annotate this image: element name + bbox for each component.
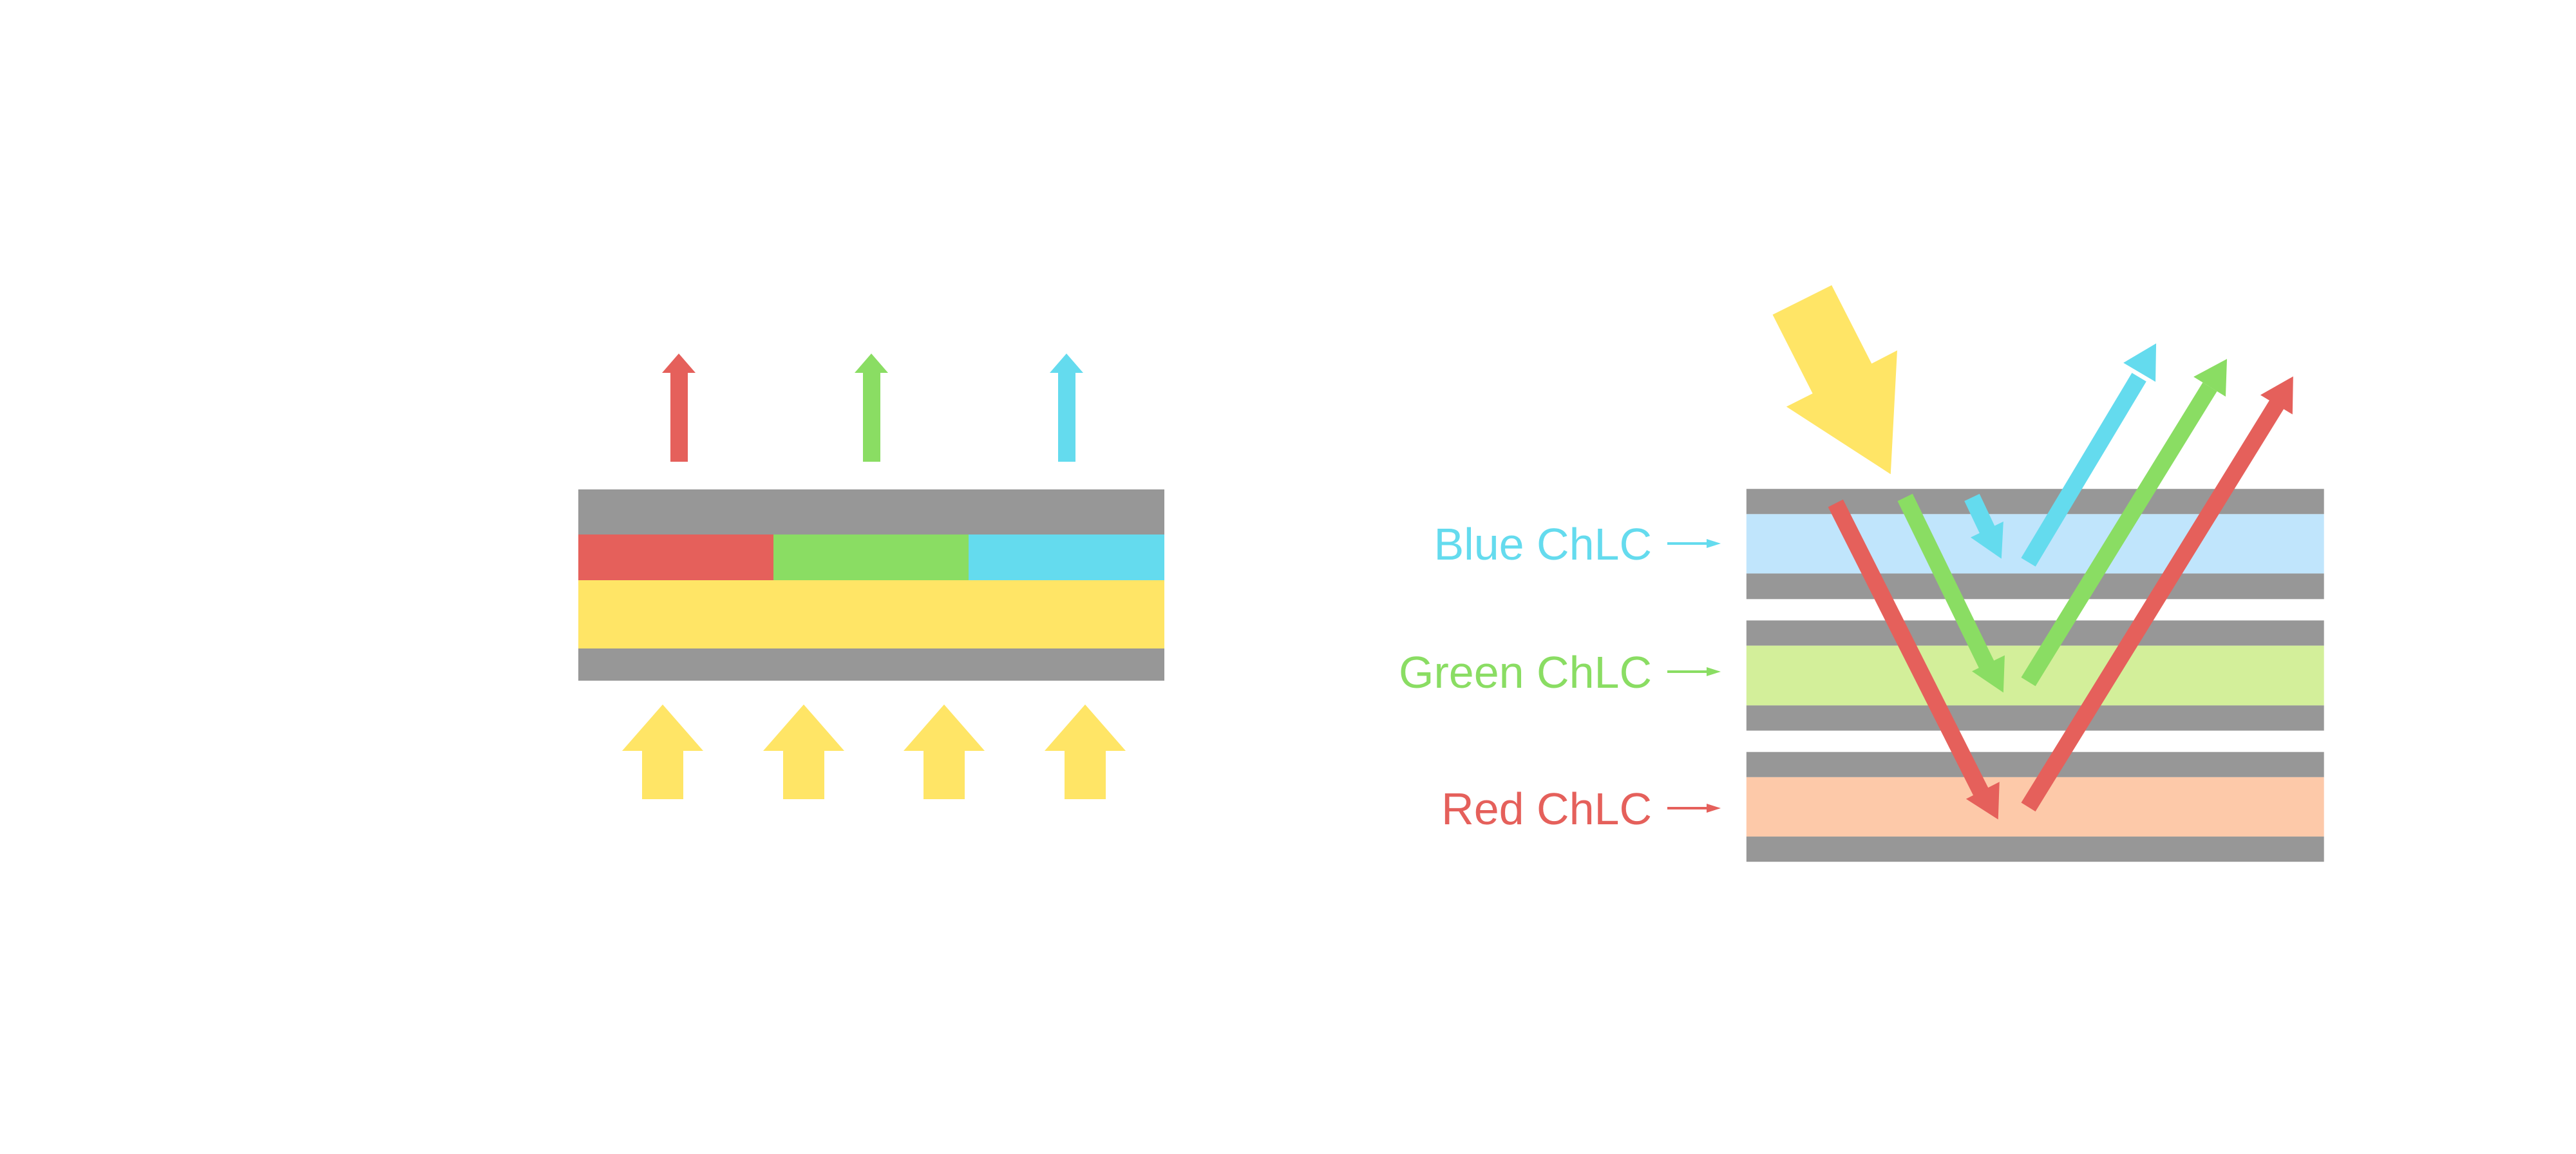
red-incident-arrow-icon (1835, 504, 2000, 820)
red-label-arrow-icon (1667, 804, 1721, 813)
blue-label-arrow-icon (1667, 539, 1721, 548)
red-chlc-stack (1746, 752, 2324, 862)
green-color-filter (773, 534, 969, 580)
bottom-substrate (578, 648, 1164, 681)
backlight-arrow-icon (622, 705, 703, 799)
backlight-arrow-icon (763, 705, 844, 799)
left-panel (578, 354, 1164, 799)
red-color-filter (578, 534, 773, 580)
blue-chlc-label: Blue ChLC (1434, 519, 1652, 569)
top-substrate (578, 489, 1164, 534)
blue-incident-arrow-icon (1971, 497, 2003, 559)
right-panel-labels: Blue ChLC Green ChLC Red ChLC (1399, 519, 1721, 834)
green-label-arrow-icon (1667, 667, 1721, 676)
red-chlc-label: Red ChLC (1441, 784, 1652, 834)
green-output-arrow-icon (855, 354, 888, 462)
backlight-arrow-icon (1045, 705, 1126, 799)
blue-reflected-arrow-icon (2029, 343, 2157, 562)
red-output-arrow-icon (662, 354, 696, 462)
red-reflected-arrow-icon (2029, 376, 2293, 807)
incident-light-arrow-icon (1772, 285, 1897, 475)
blue-output-arrow-icon (1050, 354, 1083, 462)
green-incident-arrow-icon (1905, 497, 2005, 693)
blue-color-filter (969, 534, 1164, 580)
backlight-layer (578, 580, 1164, 648)
backlight-arrow-icon (904, 705, 985, 799)
green-chlc-label: Green ChLC (1399, 647, 1652, 697)
right-panel (1746, 285, 2324, 862)
green-reflected-arrow-icon (2029, 359, 2228, 681)
